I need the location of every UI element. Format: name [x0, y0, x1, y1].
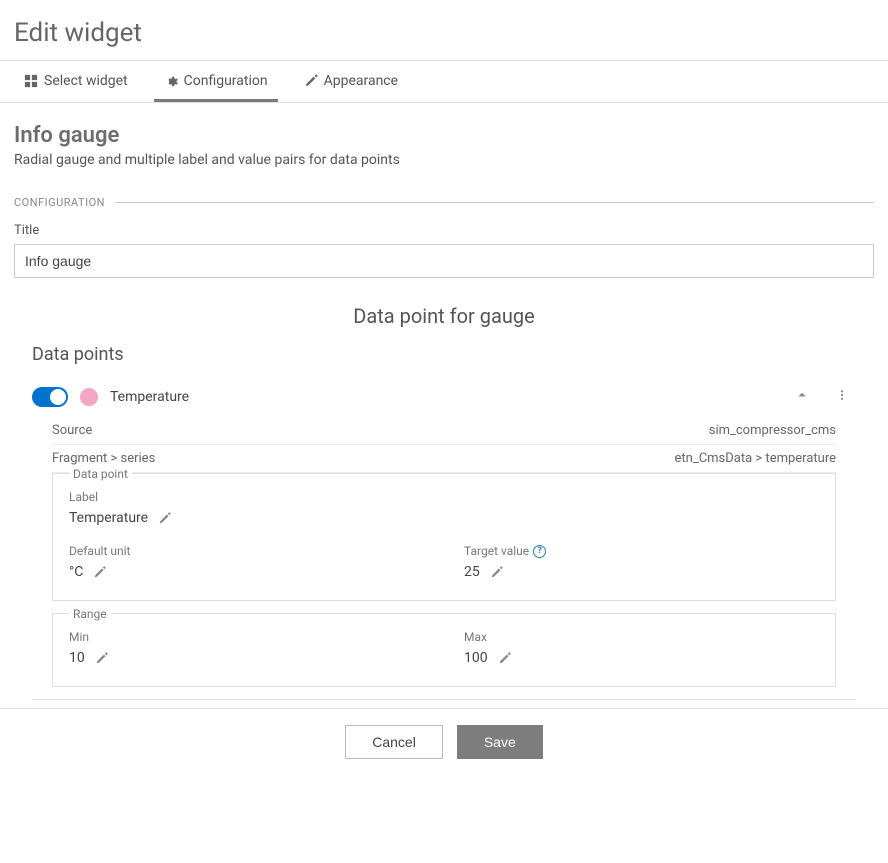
title-field-label: Title [14, 223, 874, 238]
section-label-text: CONFIGURATION [14, 196, 105, 209]
range-fieldset: Range Min 10 Max [52, 613, 836, 687]
page-title: Edit widget [0, 0, 888, 60]
info-icon[interactable]: ? [533, 545, 546, 558]
tab-label: Appearance [324, 73, 398, 89]
edit-max-icon[interactable] [498, 652, 511, 665]
collapse-button[interactable] [788, 385, 816, 409]
edit-min-icon[interactable] [95, 652, 108, 665]
tabs: Select widget Configuration Appearance [0, 60, 888, 103]
enable-toggle[interactable] [32, 387, 68, 407]
edit-unit-icon[interactable] [93, 566, 106, 579]
paint-icon [304, 74, 318, 88]
tab-configuration[interactable]: Configuration [154, 61, 278, 102]
max-value: 100 [464, 650, 488, 666]
unit-value: °C [69, 564, 83, 580]
datapoint-fieldset: Data point Label Temperature Default uni… [52, 473, 836, 601]
color-swatch[interactable] [80, 388, 98, 406]
fieldset-legend: Range [69, 607, 111, 621]
title-input[interactable] [14, 244, 874, 278]
tab-label: Configuration [184, 73, 268, 89]
widget-description: Radial gauge and multiple label and valu… [14, 152, 874, 168]
more-menu-button[interactable] [828, 385, 856, 409]
section-configuration: CONFIGURATION [14, 196, 874, 209]
data-point-header: Temperature [32, 377, 856, 417]
fragment-label: Fragment > series [52, 451, 155, 466]
gauge-section-title: Data point for gauge [14, 304, 874, 328]
kebab-icon [836, 389, 848, 401]
grid-icon [24, 74, 38, 88]
widget-name: Info gauge [14, 123, 874, 148]
fragment-row: Fragment > series etn_CmsData > temperat… [52, 445, 836, 473]
label-value: Temperature [69, 510, 148, 526]
unit-label: Default unit [69, 544, 424, 558]
data-point-name: Temperature [110, 389, 776, 405]
chevron-up-icon [796, 389, 808, 401]
target-label: Target value ? [464, 544, 819, 558]
gear-icon [164, 74, 178, 88]
tab-select-widget[interactable]: Select widget [14, 61, 138, 102]
fragment-value: etn_CmsData > temperature [675, 451, 837, 466]
edit-label-icon[interactable] [158, 512, 171, 525]
source-value: sim_compressor_cms [709, 423, 836, 438]
max-label: Max [464, 630, 819, 644]
label-label: Label [69, 490, 819, 504]
source-label: Source [52, 423, 92, 438]
tab-label: Select widget [44, 73, 128, 89]
target-label-text: Target value [464, 544, 529, 558]
fieldset-legend: Data point [69, 467, 132, 481]
save-button[interactable]: Save [457, 725, 543, 759]
data-point-card: Temperature Source sim_compressor_cms Fr… [32, 377, 856, 700]
target-value: 25 [464, 564, 480, 580]
min-value: 10 [69, 650, 85, 666]
cancel-button[interactable]: Cancel [345, 725, 443, 759]
edit-target-icon[interactable] [490, 566, 503, 579]
data-points-heading: Data points [14, 338, 874, 377]
source-row: Source sim_compressor_cms [52, 417, 836, 445]
tab-appearance[interactable]: Appearance [294, 61, 408, 102]
min-label: Min [69, 630, 424, 644]
footer: Cancel Save [0, 708, 888, 775]
